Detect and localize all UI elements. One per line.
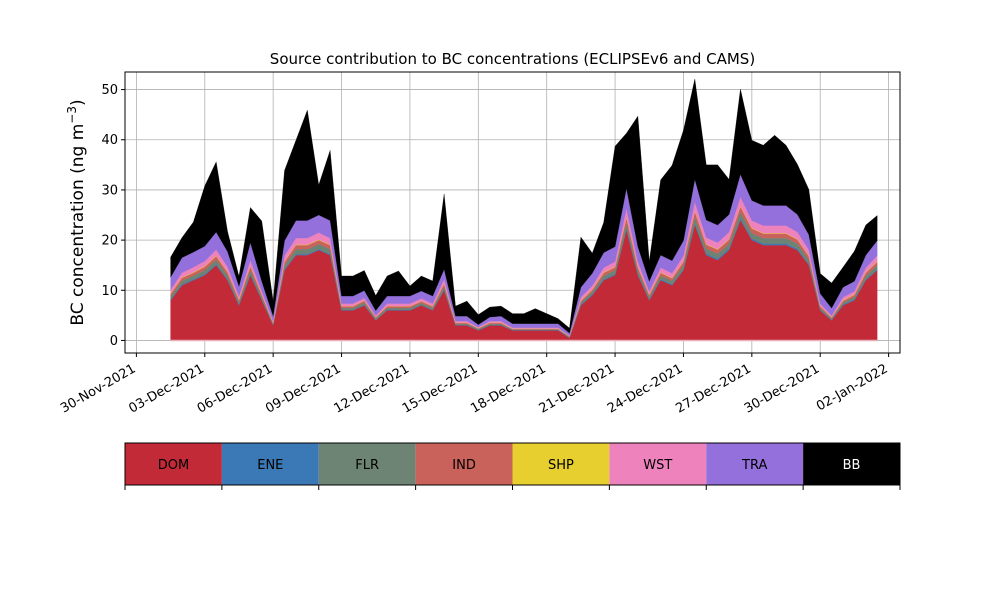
x-tick-label: 02-Jan-2022 [814, 361, 891, 414]
y-axis: 0 10 20 30 40 50 [101, 83, 125, 349]
legend-label-tra: TRA [741, 458, 767, 473]
x-tick-label: 30-Nov-2021 [58, 361, 138, 416]
chart-title: Source contribution to BC concentrations… [270, 50, 755, 68]
area-bb [170, 78, 878, 334]
legend-swatch-shp [512, 443, 610, 485]
legend-swatch-flr [318, 443, 416, 485]
y-tick-label: 40 [101, 133, 118, 148]
plot-frame [124, 71, 901, 354]
x-tick-label: 06-Dec-2021 [195, 361, 275, 416]
legend-label-ene: ENE [257, 458, 283, 473]
y-axis-label: BC concentration (ng m−3) [65, 99, 88, 325]
x-tick-label: 30-Dec-2021 [742, 361, 822, 416]
legend-swatch-ind [415, 443, 513, 485]
y-tick-label: 50 [101, 83, 118, 98]
legend-label-wst: WST [643, 458, 672, 473]
x-tick-label: 18-Dec-2021 [468, 361, 548, 416]
legend-swatch-wst [609, 443, 707, 485]
y-tick-label: 0 [110, 334, 118, 349]
y-tick-label: 20 [101, 234, 118, 249]
x-tick-label: 15-Dec-2021 [400, 361, 480, 416]
y-tick-label: 10 [101, 284, 118, 299]
legend-label-bb: BB [843, 458, 861, 473]
x-tick-label: 03-Dec-2021 [126, 361, 206, 416]
y-tick-label: 30 [101, 183, 118, 198]
legend-label-ind: IND [452, 458, 476, 473]
legend-swatch-dom [125, 443, 222, 485]
x-tick-label: 12-Dec-2021 [332, 361, 412, 416]
legend-label-dom: DOM [158, 458, 189, 473]
x-tick-label: 24-Dec-2021 [605, 361, 685, 416]
legend-swatch-ene [221, 443, 319, 485]
stacked-areas [170, 78, 878, 342]
legend-label-flr: FLR [355, 458, 379, 473]
x-axis: 30-Nov-202103-Dec-202106-Dec-202109-Dec-… [58, 353, 891, 417]
legend-swatch-bb [803, 443, 900, 485]
legend-swatch-tra [706, 443, 804, 485]
x-tick-label: 09-Dec-2021 [263, 361, 343, 416]
x-tick-label: 21-Dec-2021 [537, 361, 617, 416]
legend-label-shp: SHP [548, 458, 574, 473]
legend: DOM ENE FLR IND SHP WST TRA BB [124, 442, 901, 490]
x-tick-label: 27-Dec-2021 [673, 361, 753, 416]
